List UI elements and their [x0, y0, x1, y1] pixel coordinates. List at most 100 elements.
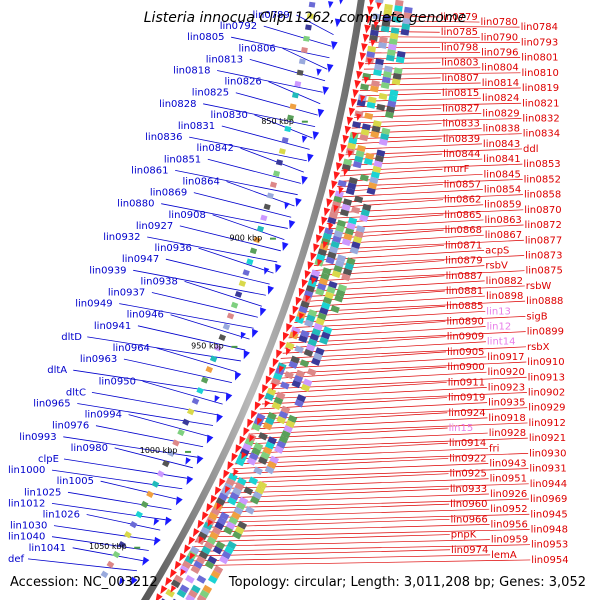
feature-block — [284, 125, 292, 133]
feature-block — [373, 160, 383, 168]
feature-block — [256, 225, 265, 233]
feature-block — [275, 159, 283, 166]
right-gene-label: lin0912 — [529, 418, 566, 429]
gene-arrow — [174, 560, 182, 570]
left-gene-label: lin0836 — [145, 132, 182, 143]
gene-arrow — [233, 468, 239, 477]
gene-arrow — [317, 108, 325, 118]
feature-block — [378, 138, 388, 146]
gene-arrow — [321, 216, 328, 226]
right-gene-label: lin0852 — [524, 174, 561, 185]
right-leader-line — [341, 163, 523, 172]
gene-arrow — [225, 392, 233, 402]
feature-block — [347, 182, 357, 190]
feature-block — [223, 526, 234, 535]
feature-block — [260, 214, 268, 222]
gene-arrow — [239, 435, 246, 445]
left-gene-label: lin0869 — [150, 188, 187, 199]
feature-block — [290, 355, 300, 364]
left-leader-line — [51, 503, 166, 521]
gene-arrow — [272, 358, 280, 368]
gene-arrow — [164, 516, 172, 526]
feature-block — [315, 317, 325, 326]
feature-block — [172, 439, 180, 447]
right-leader-line — [369, 36, 480, 38]
right-gene-label: lin0857 — [444, 179, 481, 190]
feature-block — [367, 96, 377, 104]
feature-block — [196, 594, 207, 600]
gene-arrow — [338, 186, 344, 195]
feature-block — [366, 101, 376, 109]
gene-arrow — [356, 113, 362, 121]
left-leader-line — [86, 514, 161, 531]
feature-block — [380, 133, 390, 141]
right-gene-label: lin0821 — [522, 98, 559, 109]
left-leader-line — [114, 447, 193, 469]
feature-block — [266, 192, 274, 200]
left-gene-label: lin0949 — [75, 299, 112, 310]
right-leader-line — [197, 529, 530, 538]
gene-arrow — [214, 486, 222, 496]
left-leader-line — [254, 114, 313, 139]
feature-block — [206, 536, 217, 545]
right-leader-line — [358, 92, 441, 97]
left-gene-label: lin0861 — [131, 165, 168, 176]
gene-arrow — [315, 234, 323, 244]
left-gene-label: lin1000 — [8, 465, 45, 476]
gene-arrow — [249, 434, 255, 443]
feature-block — [246, 258, 254, 266]
feature-block — [388, 94, 398, 102]
feature-block — [307, 309, 318, 317]
left-leader-line — [170, 314, 250, 340]
gene-arrow — [207, 519, 214, 527]
right-leader-line — [212, 498, 530, 509]
feature-block — [205, 365, 213, 373]
right-gene-label: lin0882 — [486, 276, 523, 287]
feature-block — [207, 555, 218, 565]
left-gene-label: lin0825 — [192, 88, 229, 99]
feature-block — [295, 369, 306, 378]
right-gene-label: lin0790 — [481, 32, 518, 43]
feature-block — [112, 550, 121, 559]
feature-block — [264, 465, 275, 475]
left-leader-line — [175, 170, 298, 196]
left-gene-label: lin0828 — [159, 99, 196, 110]
feature-block — [231, 511, 241, 521]
right-gene-label: lin0793 — [521, 37, 558, 48]
gene-arrow — [364, 24, 371, 34]
right-leader-line — [339, 168, 443, 177]
feature-block — [378, 36, 388, 44]
feature-block — [188, 589, 198, 599]
right-gene-label: lin0917 — [487, 352, 524, 363]
left-leader-line — [72, 547, 143, 562]
gene-arrow — [357, 61, 365, 71]
feature-block — [371, 125, 381, 133]
feature-block — [322, 296, 333, 305]
gene-arrow — [218, 478, 226, 488]
left-gene-label: dltC — [66, 387, 86, 398]
right-gene-label: lin0954 — [531, 555, 568, 566]
gene-arrows — [119, 0, 382, 600]
feature-block — [225, 521, 236, 530]
gene-arrow — [214, 395, 220, 403]
feature-block — [306, 13, 314, 20]
right-gene-label: lin0838 — [483, 124, 520, 135]
feature-block — [315, 288, 325, 296]
gene-arrow — [235, 444, 242, 454]
feature-block — [170, 579, 181, 589]
feature-block — [318, 277, 329, 286]
feature-block — [167, 449, 175, 457]
gene-arrow — [301, 135, 308, 144]
feature-block — [242, 269, 250, 277]
left-leader-line — [179, 225, 281, 252]
feature-block — [272, 170, 281, 177]
feature-block — [369, 176, 379, 185]
feature-block — [384, 3, 393, 11]
gene-arrow — [189, 552, 196, 560]
feature-block — [328, 211, 338, 220]
gene-arrow — [328, 189, 336, 199]
feature-block — [311, 328, 322, 337]
right-gene-label: lin0843 — [483, 139, 520, 150]
gene-arrow — [275, 263, 282, 273]
feature-block — [267, 460, 277, 470]
